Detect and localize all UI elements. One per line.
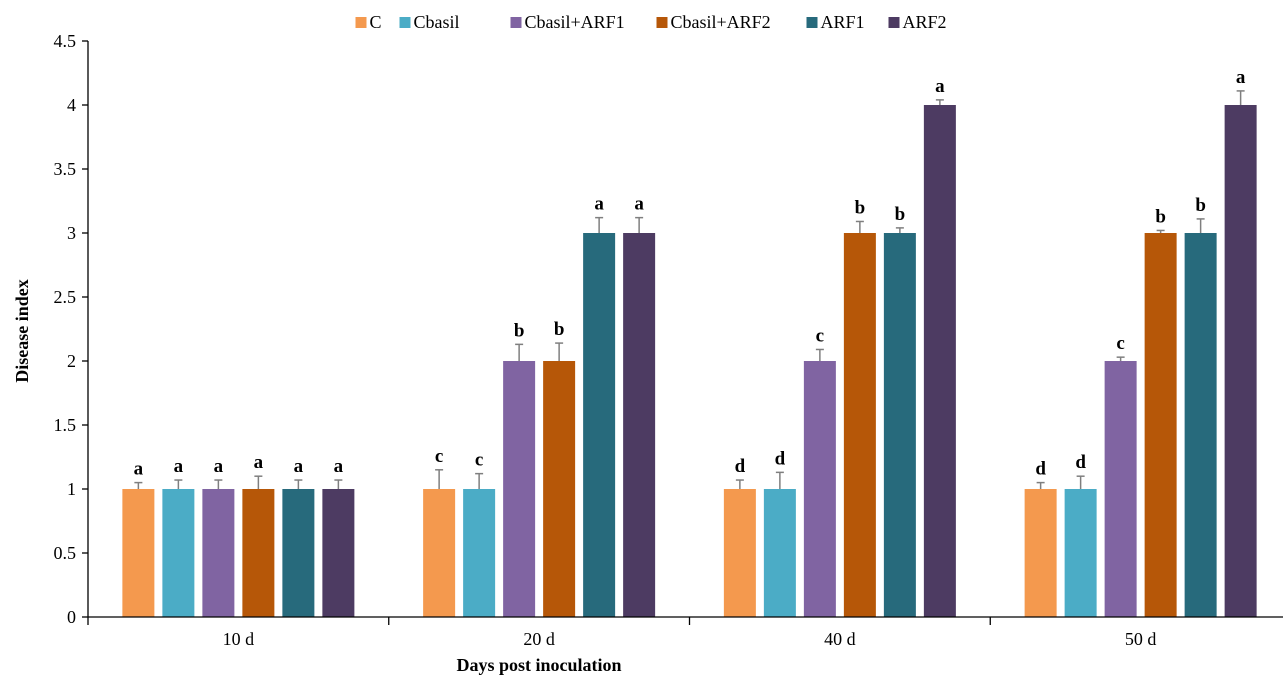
significance-label: b bbox=[554, 319, 565, 340]
bar bbox=[463, 489, 496, 617]
x-tick-label: 40 d bbox=[824, 629, 856, 649]
legend-swatch bbox=[399, 17, 411, 28]
significance-label: a bbox=[214, 456, 224, 477]
y-tick-label: 0.5 bbox=[54, 543, 77, 563]
bar bbox=[423, 489, 456, 617]
legend-label: Cbasil+ARF1 bbox=[525, 12, 625, 32]
significance-label: b bbox=[514, 320, 525, 341]
y-tick-label: 2.5 bbox=[54, 287, 77, 307]
significance-label: d bbox=[1035, 459, 1046, 480]
y-tick-label: 0 bbox=[67, 607, 76, 627]
x-axis: 10 d 20 d 40 d 50 d bbox=[87, 616, 1283, 649]
bar bbox=[122, 489, 155, 617]
bar bbox=[723, 489, 756, 617]
bar bbox=[242, 489, 275, 617]
bar bbox=[583, 233, 616, 617]
significance-label: d bbox=[1075, 452, 1086, 473]
bar bbox=[803, 361, 836, 617]
legend-label: ARF2 bbox=[903, 12, 947, 32]
legend-swatch bbox=[656, 17, 668, 28]
significance-label: b bbox=[895, 204, 906, 225]
significance-label: c bbox=[475, 450, 483, 471]
bar bbox=[322, 489, 355, 617]
legend-label: Cbasil bbox=[414, 12, 460, 32]
significance-label: a bbox=[254, 452, 264, 473]
y-tick-label: 1 bbox=[67, 479, 76, 499]
significance-label: b bbox=[1195, 195, 1206, 216]
legend-label: C bbox=[370, 12, 382, 32]
significance-label: a bbox=[935, 76, 945, 97]
bar bbox=[202, 489, 235, 617]
legend-swatch bbox=[510, 17, 522, 28]
bar bbox=[162, 489, 195, 617]
bar bbox=[1024, 489, 1057, 617]
bar bbox=[1224, 105, 1257, 617]
y-tick-label: 3.5 bbox=[54, 159, 77, 179]
significance-label: a bbox=[1236, 67, 1246, 88]
significance-label: d bbox=[775, 448, 786, 469]
significance-label: a bbox=[174, 456, 184, 477]
y-axis-title: Disease index bbox=[12, 279, 32, 383]
legend-label: Cbasil+ARF2 bbox=[671, 12, 771, 32]
bars: a c d d a c d d a b c c a b b b a a b b a a a a bbox=[122, 67, 1257, 617]
y-tick-label: 2 bbox=[67, 351, 76, 371]
bar bbox=[843, 233, 876, 617]
x-tick-label: 50 d bbox=[1125, 629, 1157, 649]
y-tick-label: 4.5 bbox=[54, 31, 77, 51]
x-tick-label: 10 d bbox=[223, 629, 255, 649]
bar bbox=[1184, 233, 1217, 617]
bar bbox=[543, 361, 576, 617]
bar bbox=[883, 233, 916, 617]
y-axis: 0 0.5 1 1.5 2 2.5 3 3.5 4 4.5 bbox=[54, 31, 89, 627]
significance-label: a bbox=[334, 456, 344, 477]
legend: C Cbasil Cbasil+ARF1 Cbasil+ARF2 ARF1 ARF2 bbox=[355, 12, 947, 32]
legend-swatch bbox=[355, 17, 367, 28]
significance-label: a bbox=[594, 194, 604, 215]
legend-label: ARF1 bbox=[821, 12, 865, 32]
bar bbox=[282, 489, 315, 617]
significance-label: a bbox=[294, 456, 304, 477]
bar bbox=[503, 361, 536, 617]
bar bbox=[1064, 489, 1097, 617]
bar bbox=[763, 489, 796, 617]
significance-label: c bbox=[435, 446, 443, 467]
significance-label: b bbox=[1155, 206, 1166, 227]
bar bbox=[1104, 361, 1137, 617]
significance-label: c bbox=[1116, 333, 1124, 354]
significance-label: c bbox=[816, 325, 824, 346]
significance-label: d bbox=[735, 456, 746, 477]
legend-swatch bbox=[888, 17, 900, 28]
x-tick-label: 20 d bbox=[523, 629, 555, 649]
bar bbox=[623, 233, 656, 617]
y-tick-label: 1.5 bbox=[54, 415, 77, 435]
significance-label: b bbox=[855, 197, 866, 218]
y-tick-label: 4 bbox=[67, 95, 76, 115]
significance-label: a bbox=[134, 459, 144, 480]
bar bbox=[1144, 233, 1177, 617]
legend-swatch bbox=[806, 17, 818, 28]
x-axis-title: Days post inoculation bbox=[456, 655, 621, 675]
y-tick-label: 3 bbox=[67, 223, 76, 243]
bar bbox=[923, 105, 956, 617]
significance-label: a bbox=[634, 194, 644, 215]
